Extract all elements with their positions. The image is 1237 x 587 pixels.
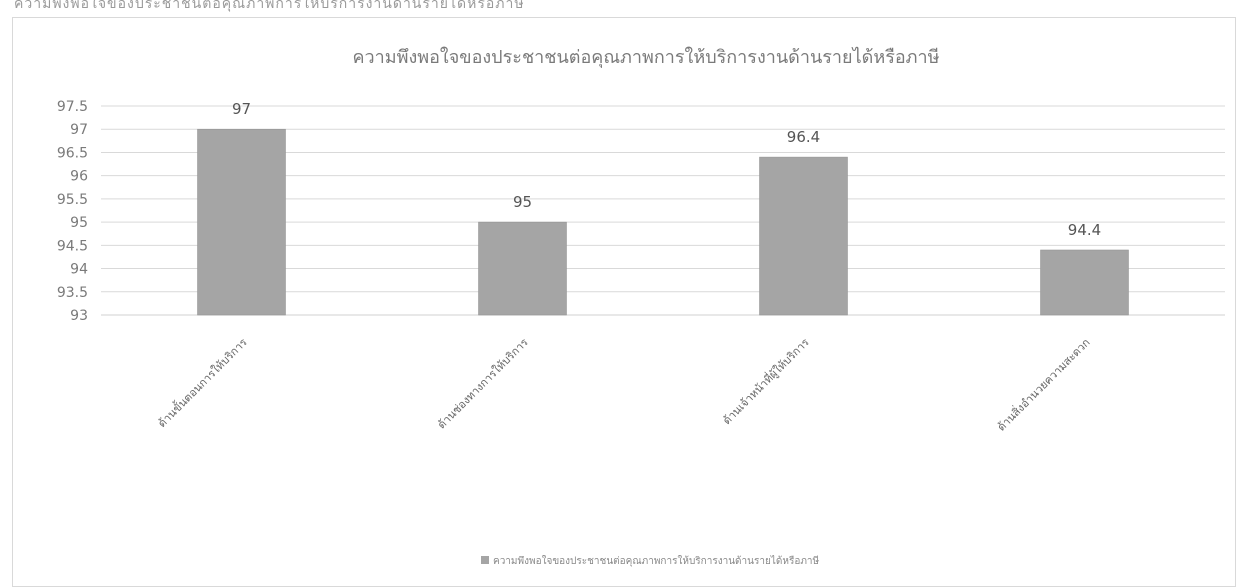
category-label: ด้านสิ่งอำนวยความสะดวก — [993, 335, 1092, 434]
y-tick-label: 96 — [70, 169, 88, 185]
category-label: ด้านช่องทางการให้บริการ — [435, 336, 531, 432]
data-label: 94.4 — [1068, 221, 1101, 239]
y-tick-label: 97 — [70, 122, 88, 138]
bar-chart: ความพึงพอใจของประชาชนต่อคุณภาพการให้บริก… — [57, 46, 1225, 567]
y-tick-label: 93 — [70, 308, 88, 324]
legend-label: ความพึงพอใจของประชาชนต่อคุณภาพการให้บริก… — [493, 555, 820, 567]
y-tick-label: 96.5 — [57, 145, 88, 161]
bar — [759, 156, 848, 316]
y-tick-label: 95 — [70, 215, 88, 231]
cropped-header-label: ความพึงพอใจของประชาชนต่อคุณภาพการให้บริก… — [14, 0, 525, 12]
y-tick-label: 97.5 — [57, 99, 88, 115]
category-labels: ด้านขั้นตอนการให้บริการ ด้านช่องทางการให้… — [154, 334, 1093, 433]
data-label: 96.4 — [787, 128, 820, 146]
legend-swatch — [481, 556, 489, 564]
category-label: ด้านขั้นตอนการให้บริการ — [154, 334, 250, 430]
chart-container: ความพึงพอใจของประชาชนต่อคุณภาพการให้บริก… — [12, 17, 1236, 587]
bars — [197, 128, 1129, 316]
y-tick-label: 95.5 — [57, 192, 88, 208]
bar — [1040, 249, 1129, 316]
legend: ความพึงพอใจของประชาชนต่อคุณภาพการให้บริก… — [481, 555, 820, 567]
y-tick-label: 94 — [70, 262, 88, 278]
bar — [478, 221, 567, 316]
data-label: 97 — [232, 100, 251, 118]
category-label: ด้านเจ้าหน้าที่ผู้ให้บริการ — [719, 334, 812, 427]
y-tick-label: 93.5 — [57, 285, 88, 301]
y-tick-label: 94.5 — [57, 238, 88, 254]
y-axis-ticks: 93 93.5 94 94.5 95 95.5 96 96.5 97 97.5 — [57, 99, 88, 324]
bar — [197, 128, 286, 316]
gridlines — [101, 105, 1225, 316]
cropped-header-text: ความพึงพอใจของประชาชนต่อคุณภาพการให้บริก… — [14, 0, 774, 16]
data-labels: 97 95 96.4 94.4 — [232, 100, 1101, 239]
chart-title: ความพึงพอใจของประชาชนต่อคุณภาพการให้บริก… — [352, 46, 939, 68]
data-label: 95 — [513, 193, 532, 211]
